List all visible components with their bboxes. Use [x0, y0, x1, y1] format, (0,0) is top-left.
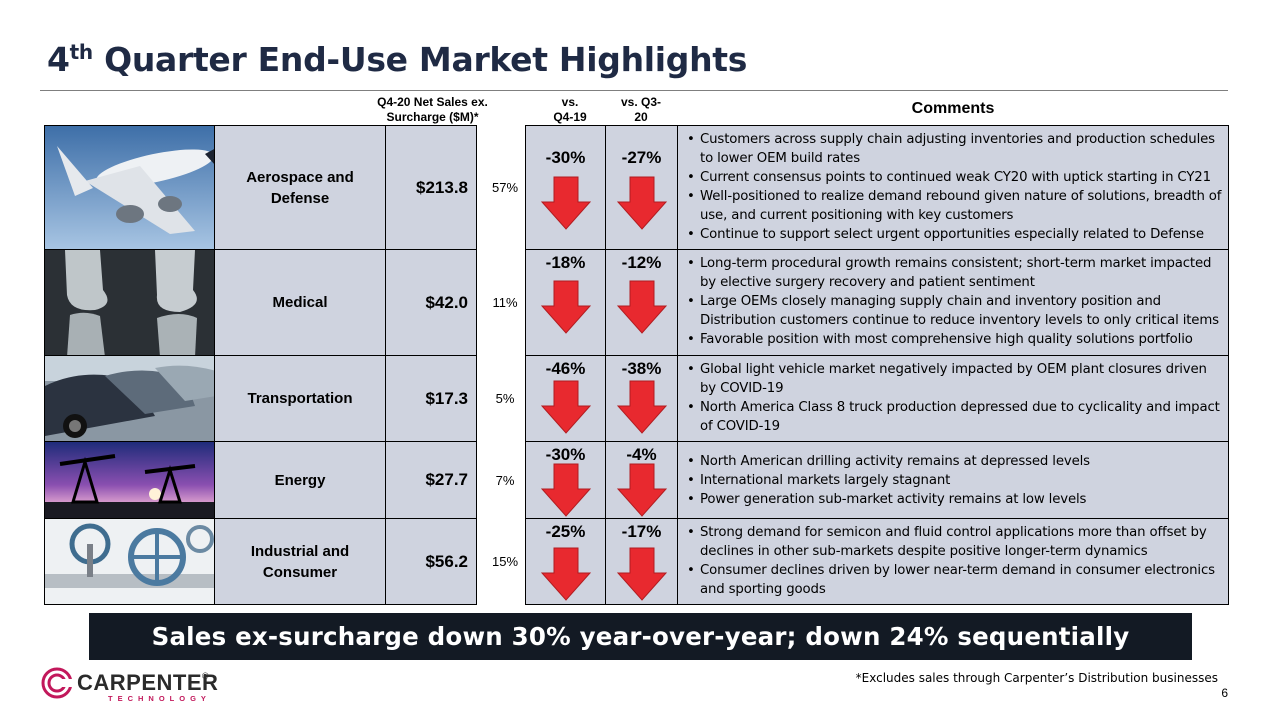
comment-item: Customers across supply chain adjusting … — [687, 130, 1224, 168]
comment-item: Continue to support select urgent opport… — [687, 225, 1224, 244]
valves-image — [44, 518, 215, 605]
net-sales-value: $42.0 — [385, 249, 477, 356]
sales-share: 7% — [495, 472, 515, 488]
down-arrow-icon — [540, 280, 591, 334]
comments-cell: Strong demand for semicon and fluid cont… — [677, 518, 1229, 605]
table-row: Transportation $17.3 5% -46% -38% Global… — [44, 355, 1229, 442]
sales-share: 15% — [491, 554, 519, 569]
header-vs-q3: vs. Q3-20 — [620, 95, 662, 124]
cars-image — [44, 355, 215, 442]
summary-banner: Sales ex-surcharge down 30% year-over-ye… — [89, 613, 1192, 660]
net-sales-value: $27.7 — [385, 441, 477, 519]
comment-item: North America Class 8 truck production d… — [687, 398, 1224, 436]
comment-item: Global light vehicle market negatively i… — [687, 360, 1224, 398]
sales-share: 5% — [495, 391, 515, 406]
comment-item: Current consensus points to continued we… — [687, 168, 1224, 187]
comment-item: Well-positioned to realize demand reboun… — [687, 187, 1224, 225]
comments-cell: Global light vehicle market negatively i… — [677, 355, 1229, 442]
comments-cell: Long-term procedural growth remains cons… — [677, 249, 1229, 356]
table-row: Medical $42.0 11% -18% -12% Long-term pr… — [44, 249, 1229, 356]
sales-share: 11% — [492, 295, 518, 310]
down-arrow-icon — [540, 547, 591, 601]
market-name: Medical — [214, 249, 386, 356]
change-vs-q4: -30% — [525, 441, 606, 519]
down-arrow-icon — [540, 380, 591, 434]
market-name: Industrial and Consumer — [214, 518, 386, 605]
comment-item: Consumer declines driven by lower near-t… — [687, 561, 1224, 599]
net-sales-value: $213.8 — [385, 125, 477, 250]
footnote: *Excludes sales through Carpenter’s Dist… — [855, 671, 1218, 685]
down-arrow-icon — [616, 547, 667, 601]
change-vs-q3: -12% — [605, 249, 678, 356]
comment-item: Power generation sub-market activity rem… — [687, 490, 1224, 509]
page-number: 6 — [1221, 686, 1228, 700]
table-row: Industrial and Consumer $56.2 15% -25% -… — [44, 518, 1229, 605]
change-vs-q3: -17% — [605, 518, 678, 605]
comment-item: Large OEMs closely managing supply chain… — [687, 292, 1224, 330]
page-title: 4th Quarter End-Use Market Highlights — [47, 40, 748, 79]
comment-item: International markets largely stagnant — [687, 471, 1224, 490]
logo-mark-icon — [41, 667, 74, 699]
down-arrow-icon — [540, 176, 591, 230]
net-sales-value: $17.3 — [385, 355, 477, 442]
market-name: Aerospace and Defense — [214, 125, 386, 250]
sales-share: 57% — [491, 180, 519, 195]
change-vs-q3: -38% — [605, 355, 678, 442]
change-vs-q3: -27% — [605, 125, 678, 250]
down-arrow-icon — [540, 463, 591, 517]
oil-pumps-image — [44, 441, 215, 519]
comment-item: North American drilling activity remains… — [687, 452, 1224, 471]
change-vs-q4: -25% — [525, 518, 606, 605]
knee-xray-image — [44, 249, 215, 356]
down-arrow-icon — [616, 280, 667, 334]
table-row: Aerospace and Defense $213.8 57% -30% -2… — [44, 125, 1229, 250]
down-arrow-icon — [616, 176, 667, 230]
table-row: Energy $27.7 7% -30% -4% North American … — [44, 441, 1229, 519]
comments-cell: North American drilling activity remains… — [677, 441, 1229, 519]
net-sales-value: $56.2 — [385, 518, 477, 605]
header-vs-q4: vs. Q4-19 — [553, 95, 587, 124]
change-vs-q4: -46% — [525, 355, 606, 442]
change-vs-q3: -4% — [605, 441, 678, 519]
comments-cell: Customers across supply chain adjusting … — [677, 125, 1229, 250]
market-name: Transportation — [214, 355, 386, 442]
company-logo: CARPENTER ® TECHNOLOGY — [40, 664, 220, 704]
comment-item: Strong demand for semicon and fluid cont… — [687, 523, 1224, 561]
change-vs-q4: -30% — [525, 125, 606, 250]
title-divider — [40, 90, 1228, 91]
down-arrow-icon — [616, 463, 667, 517]
header-net-sales: Q4-20 Net Sales ex. Surcharge ($M)* — [377, 95, 488, 124]
down-arrow-icon — [616, 380, 667, 434]
header-comments: Comments — [911, 100, 995, 117]
market-name: Energy — [214, 441, 386, 519]
comment-item: Favorable position with most comprehensi… — [687, 330, 1224, 349]
airplane-image — [44, 125, 215, 250]
comment-item: Long-term procedural growth remains cons… — [687, 254, 1224, 292]
change-vs-q4: -18% — [525, 249, 606, 356]
